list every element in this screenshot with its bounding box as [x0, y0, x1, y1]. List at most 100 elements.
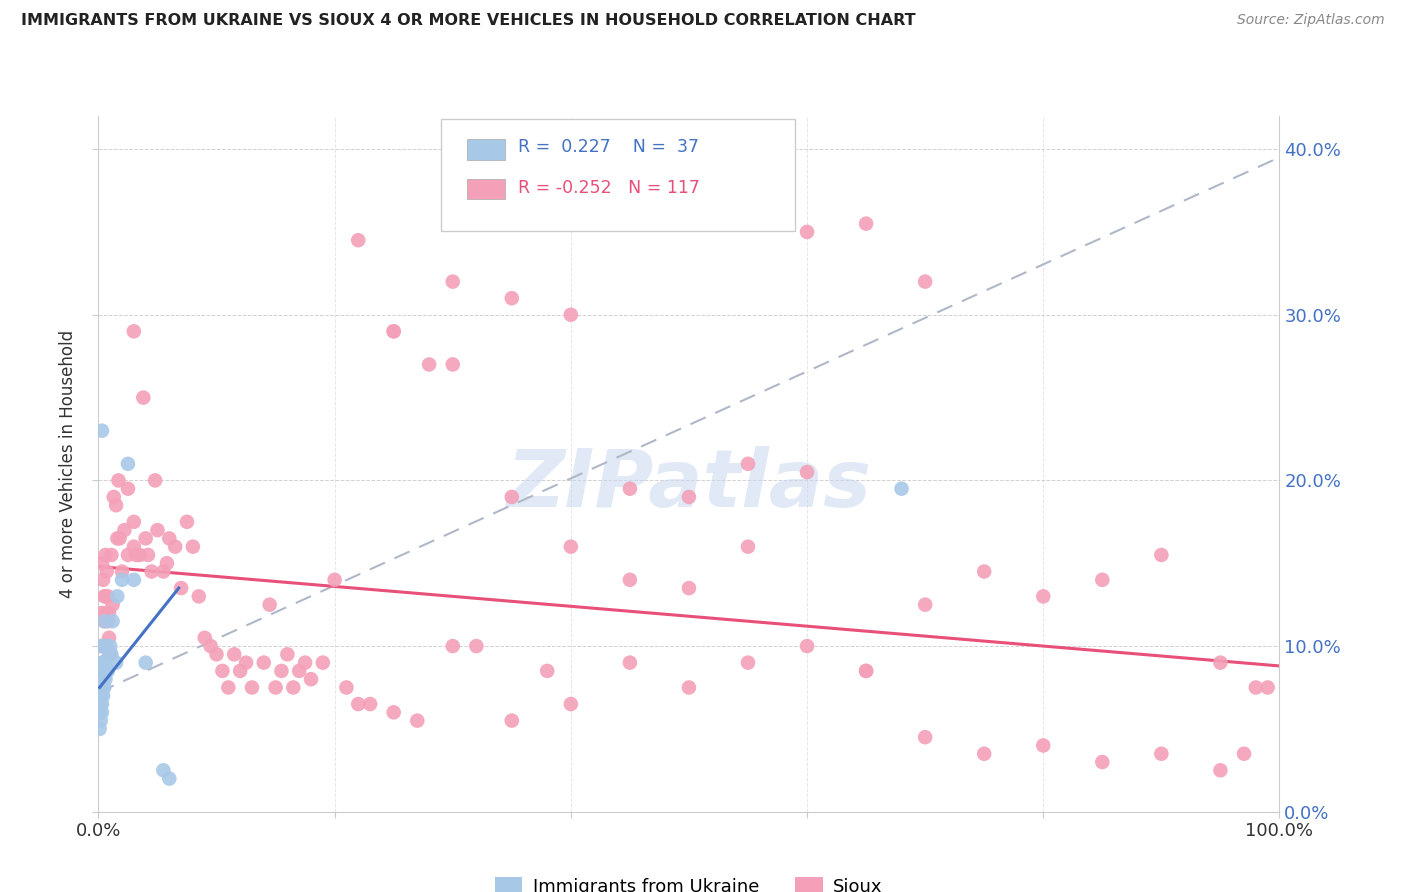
- Point: [382, 324, 405, 338]
- Point: [122, 540, 145, 554]
- Point: [91, 672, 114, 686]
- Point: [299, 672, 322, 686]
- Point: [678, 581, 700, 595]
- Point: [94, 656, 117, 670]
- Point: [98, 639, 121, 653]
- Point: [359, 697, 381, 711]
- Point: [1032, 590, 1054, 604]
- Point: [176, 515, 198, 529]
- Point: [1257, 681, 1279, 695]
- Point: [270, 664, 292, 678]
- Point: [240, 681, 263, 695]
- Point: [93, 639, 115, 653]
- Text: ZIPatlas: ZIPatlas: [506, 446, 872, 524]
- Point: [105, 498, 128, 512]
- Point: [146, 523, 169, 537]
- Text: IMMIGRANTS FROM UKRAINE VS SIOUX 4 OR MORE VEHICLES IN HOUSEHOLD CORRELATION CHA: IMMIGRANTS FROM UKRAINE VS SIOUX 4 OR MO…: [21, 13, 915, 29]
- Point: [1233, 747, 1256, 761]
- Point: [132, 391, 155, 405]
- Point: [441, 639, 464, 653]
- Point: [117, 548, 139, 562]
- Point: [117, 457, 139, 471]
- Point: [259, 598, 281, 612]
- Point: [141, 565, 163, 579]
- Point: [97, 664, 120, 678]
- Point: [187, 590, 209, 604]
- Point: [91, 556, 114, 570]
- Point: [890, 482, 912, 496]
- Point: [93, 614, 115, 628]
- Point: [107, 474, 129, 488]
- Point: [91, 697, 114, 711]
- Point: [157, 772, 180, 786]
- Point: [205, 648, 228, 662]
- Point: [406, 714, 429, 728]
- Point: [678, 490, 700, 504]
- Point: [128, 548, 150, 562]
- Point: [96, 606, 118, 620]
- Point: [91, 706, 114, 720]
- Point: [89, 706, 111, 720]
- Point: [90, 639, 112, 653]
- Point: [98, 631, 121, 645]
- Point: [619, 573, 641, 587]
- Point: [1032, 739, 1054, 753]
- Point: [152, 565, 174, 579]
- Point: [101, 598, 124, 612]
- Point: [112, 523, 135, 537]
- Point: [914, 598, 936, 612]
- Point: [737, 656, 759, 670]
- Point: [157, 532, 180, 546]
- Point: [441, 358, 464, 372]
- Point: [90, 689, 112, 703]
- Point: [229, 664, 252, 678]
- Point: [91, 573, 114, 587]
- Point: [501, 714, 523, 728]
- Point: [91, 656, 114, 670]
- Point: [737, 457, 759, 471]
- Point: [100, 548, 122, 562]
- Point: [165, 540, 187, 554]
- Point: [737, 540, 759, 554]
- Point: [914, 275, 936, 289]
- Point: [1209, 656, 1232, 670]
- Point: [796, 225, 818, 239]
- FancyBboxPatch shape: [467, 139, 505, 160]
- Point: [105, 590, 128, 604]
- Point: [91, 424, 114, 438]
- Point: [111, 565, 134, 579]
- Point: [194, 631, 217, 645]
- Point: [382, 706, 405, 720]
- Point: [135, 532, 157, 546]
- Point: [560, 308, 582, 322]
- Point: [855, 664, 877, 678]
- Point: [1091, 755, 1114, 769]
- Point: [98, 648, 121, 662]
- Point: [93, 681, 115, 695]
- Point: [143, 474, 166, 488]
- Point: [418, 358, 440, 372]
- Point: [1244, 681, 1267, 695]
- Point: [125, 548, 148, 562]
- Point: [855, 217, 877, 231]
- Point: [91, 672, 114, 686]
- Point: [122, 324, 145, 338]
- Point: [91, 664, 114, 678]
- Point: [501, 490, 523, 504]
- Point: [94, 548, 117, 562]
- Point: [796, 465, 818, 479]
- Text: R =  0.227    N =  37: R = 0.227 N = 37: [517, 138, 699, 156]
- Point: [501, 291, 523, 305]
- Point: [560, 697, 582, 711]
- Point: [536, 664, 558, 678]
- Point: [973, 565, 995, 579]
- Point: [103, 490, 125, 504]
- Point: [111, 573, 134, 587]
- Point: [96, 565, 118, 579]
- Point: [796, 639, 818, 653]
- Point: [253, 656, 276, 670]
- Point: [117, 482, 139, 496]
- Point: [1091, 573, 1114, 587]
- Point: [156, 556, 179, 570]
- Point: [91, 656, 114, 670]
